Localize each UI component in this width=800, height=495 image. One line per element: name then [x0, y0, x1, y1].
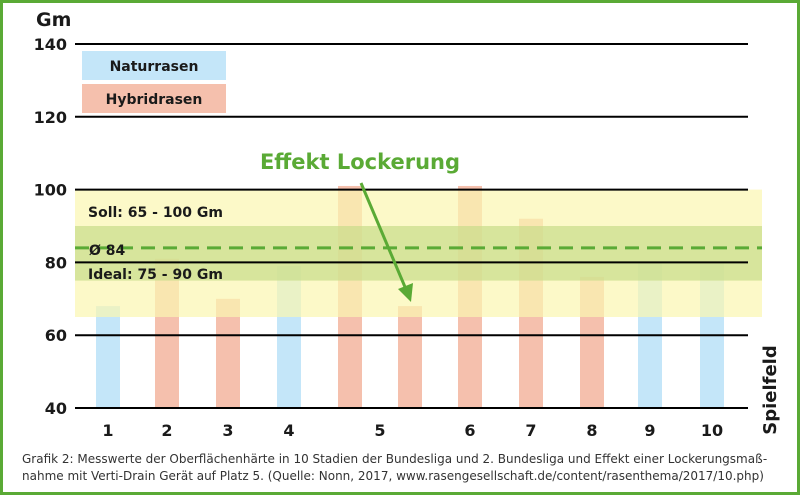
x-tick-label: 3 — [222, 421, 233, 440]
y-tick-label: 80 — [45, 253, 67, 272]
bar-5-after — [398, 306, 422, 408]
ideal-label: Ideal: 75 - 90 Gm — [88, 267, 223, 283]
y-tick-label: 40 — [45, 399, 67, 418]
x-tick-label: 1 — [102, 421, 113, 440]
annotation-arrow-head — [398, 283, 413, 302]
y-axis-title: Gm — [36, 9, 71, 31]
y-tick-label: 120 — [34, 108, 67, 127]
legend-swatch-naturrasen — [82, 51, 226, 80]
y-tick-label: 60 — [45, 326, 67, 345]
x-tick-label: 2 — [161, 421, 172, 440]
annotation-label: Effekt Lockerung — [260, 150, 460, 174]
legend-label-naturrasen: Naturrasen — [110, 59, 199, 75]
legend-swatch-hybridrasen — [82, 84, 226, 113]
x-tick-label: 5 — [374, 421, 385, 440]
bar-1 — [96, 306, 120, 408]
x-tick-label: 4 — [283, 421, 294, 440]
caption-line-1: Grafik 2: Messwerte der Oberflächenhärte… — [22, 452, 768, 466]
x-tick-label: 7 — [525, 421, 536, 440]
y-tick-label: 100 — [34, 181, 67, 200]
annotation-arrow-shaft — [359, 182, 407, 288]
x-tick-label: 9 — [644, 421, 655, 440]
x-tick-label: 8 — [586, 421, 597, 440]
caption-line-2: nahme mit Verti-Drain Gerät auf Platz 5.… — [22, 469, 764, 483]
y-tick-label: 140 — [34, 35, 67, 54]
ideal-band — [75, 226, 762, 281]
figure-caption: Grafik 2: Messwerte der Oberflächenhärte… — [22, 451, 792, 485]
soll-label: Soll: 65 - 100 Gm — [88, 205, 223, 221]
x-tick-label: 10 — [701, 421, 723, 440]
legend-label-hybridrasen: Hybridrasen — [106, 92, 203, 108]
x-tick-label: 6 — [464, 421, 475, 440]
x-axis-title: Spielfeld — [760, 345, 781, 435]
average-label: Ø 84 — [89, 243, 126, 259]
